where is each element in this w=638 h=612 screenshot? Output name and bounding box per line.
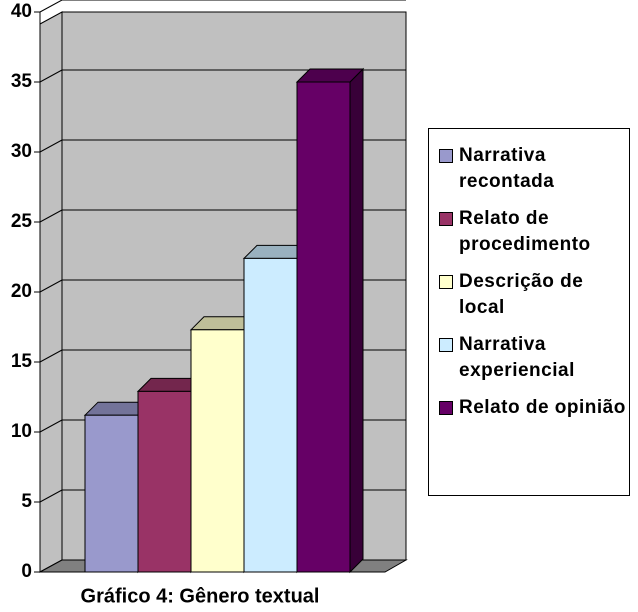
legend-item: Relato de opinião bbox=[439, 395, 629, 421]
y-tick-label: 20 bbox=[11, 281, 32, 302]
legend-swatch bbox=[439, 338, 453, 352]
grid-line bbox=[39, 279, 63, 293]
legend-item: Descrição de local bbox=[439, 269, 629, 321]
bar bbox=[296, 81, 351, 573]
legend-label: Narrativa recontada bbox=[459, 145, 555, 192]
bar bbox=[243, 257, 298, 573]
legend-swatch bbox=[439, 275, 453, 289]
grid-line bbox=[39, 69, 63, 83]
grid-line bbox=[39, 349, 63, 363]
chart-title: Gráfico 4: Gênero textual bbox=[81, 585, 320, 607]
y-tick-label: 30 bbox=[11, 141, 32, 162]
y-tick-label: 40 bbox=[11, 1, 32, 22]
grid-line bbox=[39, 209, 63, 223]
legend-swatch bbox=[439, 149, 453, 163]
bar bbox=[137, 390, 192, 573]
y-tick-label: 5 bbox=[21, 491, 32, 512]
legend-label: Relato de procedimento bbox=[459, 208, 591, 255]
legend-item: Narrativa experiencial bbox=[439, 332, 629, 384]
legend-swatch bbox=[439, 212, 453, 226]
legend-item: Narrativa recontada bbox=[439, 143, 629, 195]
legend-label: Relato de opinião bbox=[459, 397, 626, 418]
y-tick-label: 0 bbox=[21, 561, 32, 582]
grid-line bbox=[39, 0, 63, 13]
bar bbox=[84, 414, 139, 573]
legend-label: Descrição de local bbox=[459, 271, 584, 318]
legend-label: Narrativa experiencial bbox=[459, 334, 575, 381]
legend-item: Relato de procedimento bbox=[439, 206, 629, 258]
legend: Narrativa recontada Relato de procediment… bbox=[428, 128, 630, 496]
bar-side bbox=[349, 67, 364, 574]
y-tick-label: 15 bbox=[11, 351, 33, 372]
y-tick-label: 35 bbox=[11, 71, 33, 92]
y-tick-label: 10 bbox=[11, 421, 32, 442]
bar bbox=[190, 329, 245, 573]
grid-line bbox=[39, 419, 63, 433]
side-wall bbox=[39, 11, 63, 573]
legend-swatch bbox=[439, 401, 453, 415]
grid-line bbox=[39, 489, 63, 503]
grid-line bbox=[39, 139, 63, 153]
y-tick-label: 25 bbox=[11, 211, 33, 232]
